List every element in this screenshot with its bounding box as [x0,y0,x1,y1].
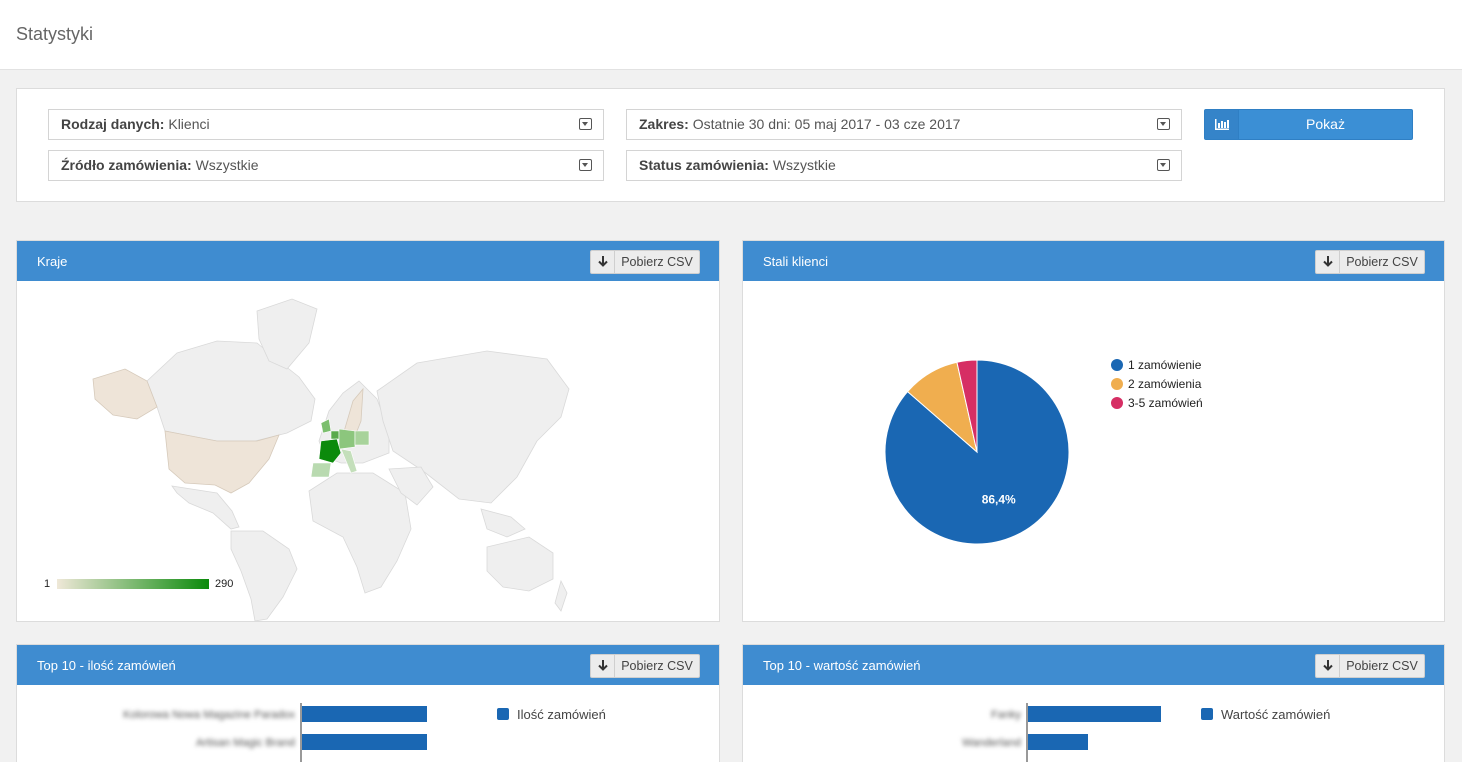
map-region-asia [376,350,570,504]
download-icon [591,655,615,677]
page-title: Statystyki [16,24,94,44]
map-region-alaska [92,368,158,420]
map-region-spain [310,462,332,478]
csv-button-label: Pobierz CSV [621,659,693,673]
legend-dot [1111,378,1123,390]
pie-slice-3[interactable] [956,359,978,453]
top-value-panel: Top 10 - wartość zamówień Pobierz CSV Fa… [742,644,1445,762]
top-value-csv-button[interactable]: Pobierz CSV [1315,654,1425,678]
csv-button-label: Pobierz CSV [1346,659,1418,673]
loyal-csv-button[interactable]: Pobierz CSV [1315,250,1425,274]
order-status-value: Wszystkie [772,157,836,173]
download-icon [591,251,615,273]
map-region-usa [164,430,280,494]
map-region-south-america [230,530,298,621]
legend-dot [1111,359,1123,371]
color-scale-bar [57,579,209,589]
world-map: 1 290 [44,298,570,621]
download-icon [1316,251,1340,273]
show-button[interactable]: Pokaż [1204,109,1413,140]
page-header: Statystyki [0,0,1462,70]
top-value-bar-chart: Fanky Wanderland [962,703,1161,762]
range-select[interactable]: Zakres: Ostatnie 30 dni: 05 maj 2017 - 0… [626,109,1182,140]
countries-panel-title: Kraje [37,254,68,269]
top-value-panel-title: Top 10 - wartość zamówień [763,658,921,673]
pie-chart: 86,4% [884,359,1070,545]
countries-panel: Kraje Pobierz CSV [16,240,720,622]
map-region-central-america [171,485,240,530]
legend-label: 2 zamówienia [1128,377,1202,391]
bar-chart-icon [1205,110,1239,139]
bar[interactable] [302,706,427,722]
bar[interactable] [1028,706,1161,722]
top-value-legend-label: Wartość zamówień [1221,707,1331,722]
data-type-label: Rodzaj danych: [61,116,165,132]
map-region-africa [308,472,412,594]
top-count-panel-header: Top 10 - ilość zamówień Pobierz CSV [17,645,719,685]
filters-panel: Rodzaj danych: Klienci Zakres: Ostatnie … [16,88,1445,202]
map-region-france [318,438,342,464]
countries-csv-button[interactable]: Pobierz CSV [590,250,700,274]
bar-category-label: Artisan Magic Brand [196,737,295,749]
dropdown-arrow-icon [579,159,592,171]
legend-swatch [1201,708,1213,720]
csv-button-label: Pobierz CSV [1346,255,1418,269]
bar-category-label: Wanderland [962,737,1021,749]
range-label: Zakres: [639,116,689,132]
data-type-select[interactable]: Rodzaj danych: Klienci [48,109,604,140]
map-region-benelux [330,430,340,440]
loyal-customers-panel: Stali klienci Pobierz CSV 86,4% 1 zamówi… [742,240,1445,622]
pie-legend-item[interactable]: 2 zamówienia [1111,377,1201,391]
bar[interactable] [1028,734,1088,750]
pie-legend-item[interactable]: 3-5 zamówień [1111,396,1203,410]
bar-category-label: Kolorowa Nowa Magazine Paradox [123,709,295,721]
order-status-label: Status zamówienia: [639,157,769,173]
top-count-panel: Top 10 - ilość zamówień Pobierz CSV Kolo… [16,644,720,762]
map-region-uk [320,418,332,434]
legend-label: 3-5 zamówień [1128,396,1203,410]
bar[interactable] [302,734,427,750]
order-source-label: Źródło zamówienia: [61,157,192,173]
map-region-middle-east [388,466,434,506]
download-icon [1316,655,1340,677]
top-count-legend: Ilość zamówień [497,707,606,722]
countries-panel-header: Kraje Pobierz CSV [17,241,719,281]
top-count-panel-title: Top 10 - ilość zamówień [37,658,176,673]
legend-swatch [497,708,509,720]
dropdown-arrow-icon [1157,118,1170,130]
map-region-germany [338,428,356,450]
pie-data-label: 86,4% [982,493,1016,507]
dropdown-arrow-icon [579,118,592,130]
range-value: Ostatnie 30 dni: 05 maj 2017 - 03 cze 20… [692,116,961,132]
loyal-panel-header: Stali klienci Pobierz CSV [743,241,1444,281]
data-type-value: Klienci [168,116,210,132]
order-source-select[interactable]: Źródło zamówienia: Wszystkie [48,150,604,181]
map-region-australia [486,536,554,592]
scale-min-label: 1 [44,578,50,590]
dropdown-arrow-icon [1157,159,1170,171]
pie-legend-item[interactable]: 1 zamówienie [1111,358,1201,372]
scale-max-label: 290 [215,578,233,590]
top-value-legend: Wartość zamówień [1201,707,1330,722]
order-source-value: Wszystkie [195,157,259,173]
legend-dot [1111,397,1123,409]
top-count-csv-button[interactable]: Pobierz CSV [590,654,700,678]
loyal-panel-title: Stali klienci [763,254,829,269]
map-region-greenland [256,298,318,370]
show-button-label: Pokaż [1306,116,1345,132]
map-region-italy [340,448,358,474]
top-count-bar-chart: Kolorowa Nowa Magazine Paradox Artisan Ma… [123,703,427,762]
top-count-legend-label: Ilość zamówień [517,707,606,722]
bar-category-label: Fanky [991,709,1021,721]
top-value-panel-header: Top 10 - wartość zamówień Pobierz CSV [743,645,1444,685]
map-region-se-asia [480,508,526,538]
order-status-select[interactable]: Status zamówienia: Wszystkie [626,150,1182,181]
csv-button-label: Pobierz CSV [621,255,693,269]
map-region-poland [354,430,370,446]
legend-label: 1 zamówienie [1128,358,1202,372]
map-region-new-zealand [554,579,568,612]
